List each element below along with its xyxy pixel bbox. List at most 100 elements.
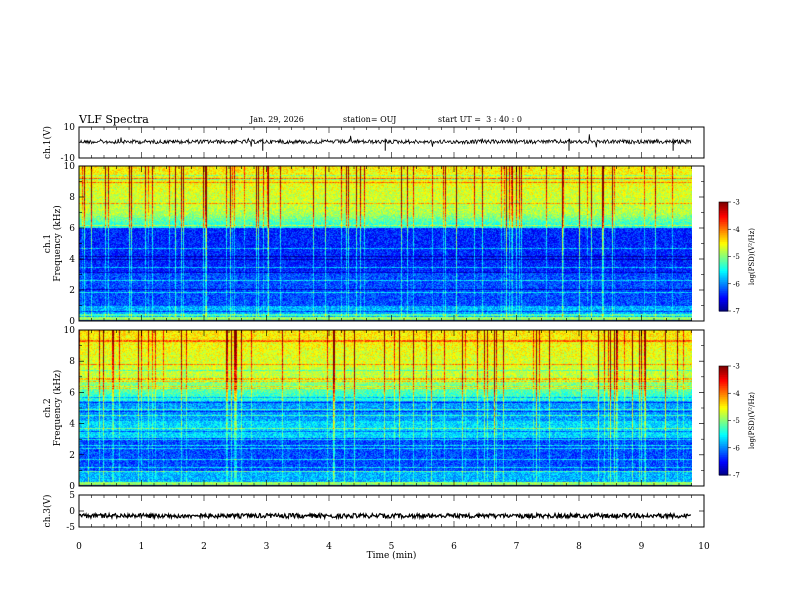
colorbar-swatch <box>719 265 728 268</box>
colorbar-swatch <box>719 373 728 376</box>
colorbar-swatch <box>719 212 728 216</box>
colorbar-swatch <box>719 236 728 239</box>
panel-1: 10 -10 ch.1(V) <box>42 123 705 164</box>
y-axis-title-frequency: Frequency (kHz) <box>52 205 63 282</box>
colorbar-swatch <box>719 465 728 469</box>
colorbar-swatch <box>719 376 728 380</box>
y-tick-label: 10 <box>64 123 76 133</box>
colorbar-swatch <box>719 305 728 308</box>
colorbar-swatch <box>719 303 728 307</box>
colorbar-swatch <box>719 385 728 389</box>
colorbar-swatch <box>719 427 728 431</box>
y-axis-title-channel: ch.2 <box>43 398 53 417</box>
spectrogram-image-ch2 <box>79 330 692 486</box>
colorbar-swatch <box>719 221 728 225</box>
waveform-trace-ch1 <box>78 134 692 148</box>
colorbar-swatch <box>719 249 728 252</box>
y-tick-label: 4 <box>69 420 75 430</box>
colorbar-swatch <box>719 424 728 427</box>
colorbar-swatch <box>719 413 728 416</box>
colorbar-swatch <box>719 263 728 267</box>
colorbar-swatch <box>719 229 728 232</box>
x-tick-label: 2 <box>201 542 207 552</box>
colorbar-swatch <box>719 289 728 292</box>
colorbar-tick-label: -7 <box>733 308 740 316</box>
colorbar-swatch <box>719 225 728 229</box>
colorbar-swatch <box>719 429 728 432</box>
colorbar-swatch <box>719 256 728 259</box>
colorbar-swatch <box>719 391 728 394</box>
colorbar-swatch <box>719 467 728 471</box>
colorbar-swatch <box>719 202 728 205</box>
y-tick-label: 2 <box>69 286 75 296</box>
colorbar-swatch <box>719 267 728 270</box>
colorbar-swatch <box>719 301 728 305</box>
colorbar-swatch <box>719 276 728 279</box>
colorbar-swatch <box>719 254 728 258</box>
colorbar-swatch <box>719 238 728 241</box>
colorbar-swatch <box>719 473 728 476</box>
colorbar-swatch <box>719 400 728 403</box>
figure-title: VLF Spectra <box>79 113 149 126</box>
y-axis-title: ch.1(V) <box>42 126 53 159</box>
colorbar-swatch <box>719 261 728 265</box>
colorbar-swatch <box>719 447 728 451</box>
colorbar-swatch <box>719 382 728 385</box>
x-tick-label: 4 <box>326 542 332 552</box>
colorbar-swatch <box>719 436 728 440</box>
colorbar-swatch <box>719 375 728 378</box>
colorbar-swatch <box>719 415 728 418</box>
colorbar-swatch <box>719 203 728 207</box>
y-tick-label: 5 <box>69 491 75 501</box>
colorbar-tick-label: -5 <box>733 417 740 425</box>
colorbar-label: log(PSD)(V²/Hz) <box>748 392 756 449</box>
colorbar-tick-label: -3 <box>733 363 740 371</box>
y-tick-label: 4 <box>69 255 75 265</box>
colorbar-swatch <box>719 274 728 278</box>
y-tick-label: 0 <box>69 317 75 327</box>
panel-3: -3 -4 -5 -6 -7 log(PSD)(V²/Hz) 0 2 4 6 8 10 ch.2 Freq… <box>43 326 756 492</box>
colorbar-swatch <box>719 456 728 460</box>
colorbar-swatch <box>719 425 728 429</box>
x-tick-label: 7 <box>514 542 520 552</box>
colorbar-tick-label: -5 <box>733 253 740 261</box>
colorbar-swatch <box>719 431 728 434</box>
colorbar-swatch <box>719 216 728 219</box>
colorbar-swatch <box>719 218 728 221</box>
colorbar-swatch <box>719 471 728 474</box>
colorbar-swatch <box>719 464 728 467</box>
colorbar-swatch <box>719 409 728 413</box>
y-tick-label: 10 <box>64 326 76 336</box>
colorbar-swatch <box>719 438 728 442</box>
colorbar-swatch <box>719 405 728 409</box>
y-tick-label: 6 <box>69 224 75 234</box>
colorbar-swatch <box>719 389 728 393</box>
y-tick-label: 0 <box>69 482 75 492</box>
colorbar-swatch <box>719 407 728 411</box>
colorbar-swatch <box>719 258 728 261</box>
colorbar-swatch <box>719 444 728 447</box>
colorbar-swatch <box>719 251 728 254</box>
start-ut-label: start UT = 3 : 40 : 0 <box>438 115 523 124</box>
colorbar-swatch <box>719 442 728 445</box>
y-axis-title: ch.3(V) <box>42 495 53 528</box>
date-label: Jan. 29, 2026 <box>250 115 304 124</box>
colorbar-swatch <box>719 211 728 214</box>
x-tick-label: 10 <box>698 542 710 552</box>
colorbar-swatch <box>719 433 728 436</box>
colorbar-swatch <box>719 422 728 425</box>
colorbar-swatch <box>719 307 728 310</box>
colorbar-swatch <box>719 393 728 396</box>
y-tick-label: 8 <box>69 193 75 203</box>
colorbar-swatch <box>719 453 728 456</box>
colorbar-swatch <box>719 205 728 209</box>
colorbar-swatch <box>719 451 728 454</box>
colorbar-swatch <box>719 300 728 303</box>
colorbar-swatch <box>719 292 728 296</box>
colorbar-swatch <box>719 435 728 438</box>
spectrogram-image-ch1 <box>79 166 692 321</box>
x-tick-label: 1 <box>139 542 145 552</box>
colorbar-swatch <box>719 460 728 463</box>
